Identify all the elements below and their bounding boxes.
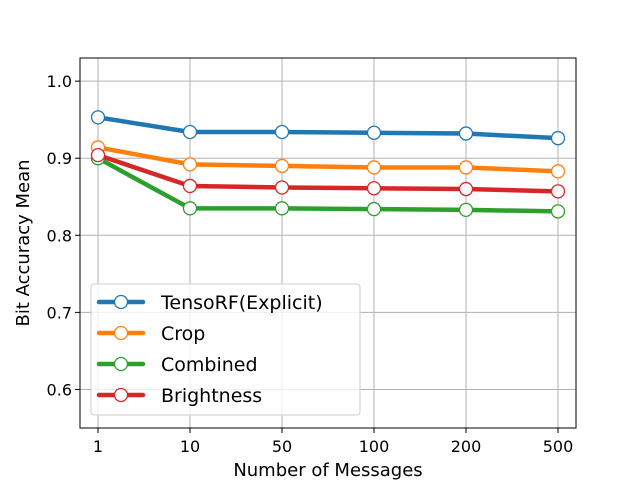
data-point [458,181,474,197]
data-point [274,201,290,216]
data-point [90,147,106,163]
legend-entry: Brightness [96,385,262,407]
legend-swatch-marker [113,387,129,403]
data-point [182,157,198,172]
legend-label: Combined [161,354,258,376]
data-point [366,160,382,175]
series-lines [90,110,566,219]
legend-label: Crop [161,323,205,345]
x-axis-label: Number of Messages [233,460,422,480]
series-line [95,155,561,214]
x-tick-label: 100 [359,437,390,456]
data-point [182,201,198,216]
y-axis-label: Bit Accuracy Mean [13,159,34,326]
data-point [550,184,566,199]
x-tick-label: 1 [93,437,103,456]
legend-swatch-marker [113,325,129,341]
data-point [550,131,566,146]
legend-swatch-marker [113,294,129,310]
data-point [550,164,566,179]
y-tick-label: 0.7 [47,303,72,322]
y-axis-ticks: 0.6 0.7 0.8 0.9 1.0 [47,72,80,399]
plot-area [79,57,577,429]
legend-entry: TensoRF(Explicit) [96,292,323,314]
series-tensorf-explicit [90,110,566,146]
data-point [458,160,474,175]
y-tick-label: 0.8 [47,226,72,245]
x-tick-label: 10 [180,437,200,456]
data-point [274,158,290,174]
series-line [95,115,561,141]
data-point [366,181,382,196]
x-tick-label: 200 [451,437,482,456]
data-point [366,125,382,140]
data-point [458,202,474,218]
data-point [366,201,382,217]
x-tick-label: 50 [272,437,292,456]
legend-box [90,283,361,416]
data-point [274,180,290,195]
series-crop [90,140,566,179]
data-point [274,124,290,140]
legend-swatch-marker [113,356,129,372]
series-brightness [90,147,566,199]
legend-label: Brightness [161,385,262,407]
legend: TensoRF(Explicit) Crop Combined Brightness [90,283,361,416]
data-point [182,178,198,194]
series-line [95,145,561,174]
data-point [90,110,106,125]
y-tick-label: 0.9 [47,149,72,168]
y-tick-label: 0.6 [47,380,72,399]
x-tick-label: 500 [543,437,574,456]
series-combined [90,151,566,219]
x-axis-ticks: 1 10 50 100 200 500 [93,428,573,456]
legend-entry: Crop [96,323,205,345]
legend-entry: Combined [96,354,258,376]
data-point [550,204,566,219]
legend-label: TensoRF(Explicit) [160,292,323,314]
data-point [458,126,474,141]
series-line [95,152,561,194]
data-point [182,124,198,140]
y-tick-label: 1.0 [47,72,72,91]
